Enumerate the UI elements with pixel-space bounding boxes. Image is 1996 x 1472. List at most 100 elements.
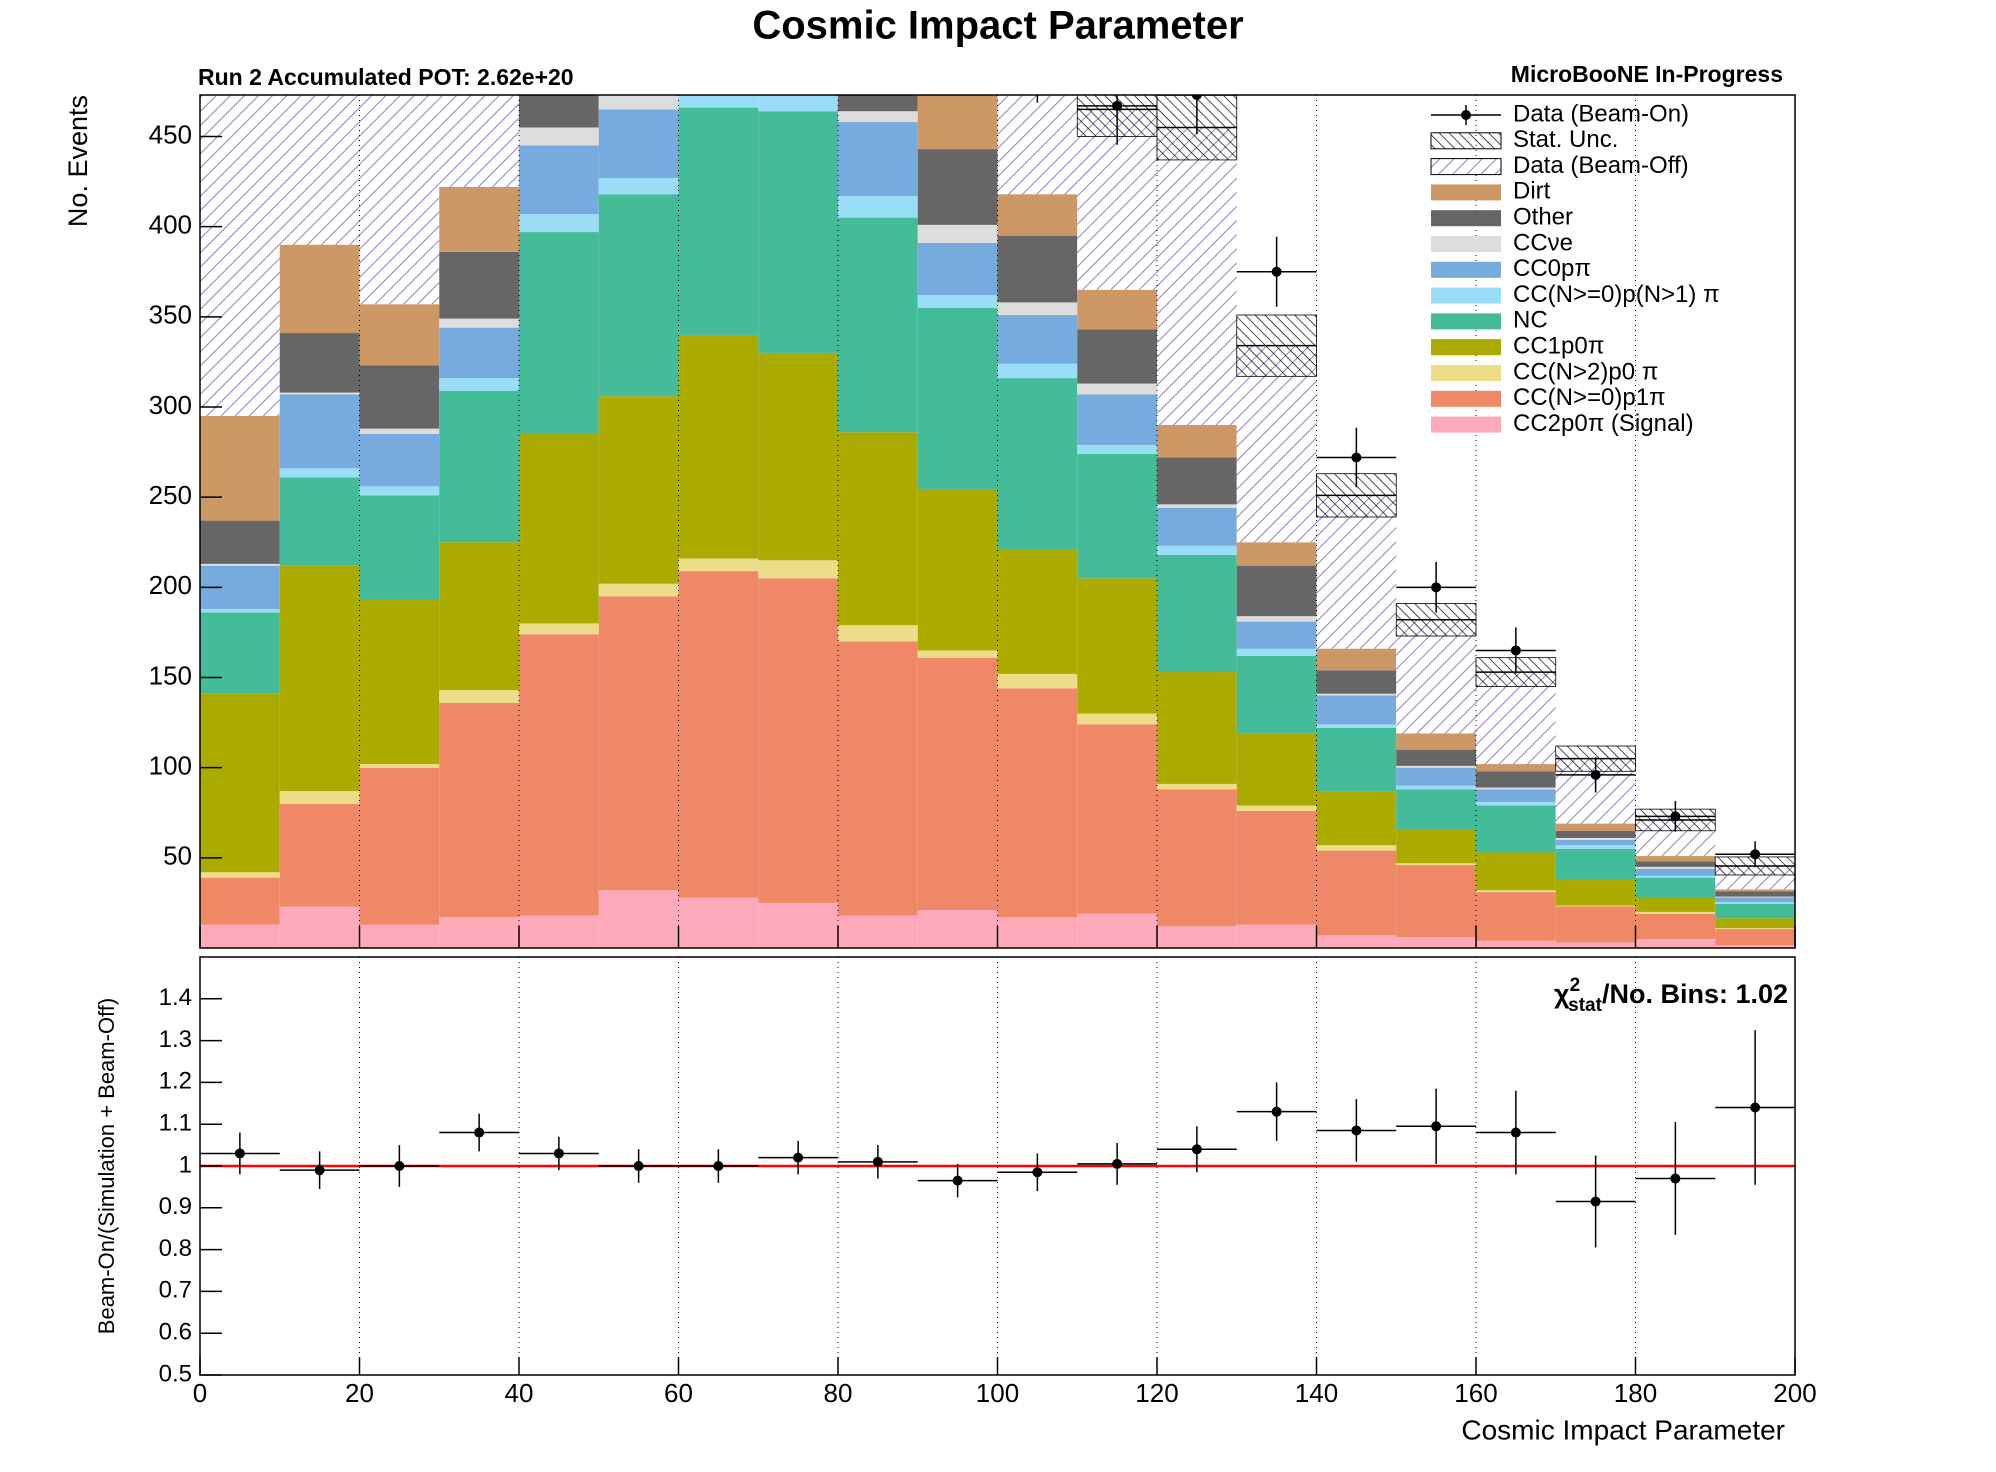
bar-segment (1077, 444, 1157, 454)
chi2-text: /No. Bins: 1.02 (1602, 979, 1788, 1009)
bar-segment (1157, 672, 1237, 784)
legend-label: Other (1513, 204, 1573, 231)
bar-segment (359, 764, 440, 768)
y-tick-label: 0.6 (159, 1319, 192, 1346)
bar-segment (997, 95, 1078, 195)
y-tick-label: 350 (149, 300, 192, 330)
bar-segment (997, 549, 1078, 674)
data-point (1750, 1102, 1761, 1113)
bar-segment (1396, 749, 1476, 766)
bar-segment (1715, 896, 1795, 898)
bar-segment (917, 242, 998, 296)
legend-swatch (1431, 416, 1501, 433)
bar-segment (1635, 866, 1716, 869)
bar-segment (1077, 383, 1157, 395)
bar-segment (997, 688, 1078, 918)
bar-segment (1316, 693, 1397, 696)
bar-segment (758, 560, 838, 579)
legend-label: CC(N>2)p0 π (1513, 358, 1658, 385)
bar-segment (1316, 850, 1397, 936)
x-tick-label: 20 (345, 1378, 374, 1408)
bar-segment (838, 122, 918, 196)
bar-segment (1157, 457, 1237, 505)
data-point (793, 1152, 804, 1163)
bar-segment (1077, 453, 1157, 579)
bar-segment (1555, 905, 1636, 907)
bar-segment (359, 767, 440, 925)
data-point (1191, 1144, 1202, 1155)
bar-segment (917, 224, 998, 243)
bar-segment (1157, 507, 1237, 546)
bar-segment (997, 315, 1078, 364)
bar-segment (838, 432, 918, 626)
bar-segment (758, 111, 838, 353)
bar-segment (1236, 810, 1317, 925)
bar-segment (1635, 861, 1716, 867)
y-tick-label: 0.9 (159, 1193, 192, 1220)
y-tick-label: 100 (149, 751, 192, 781)
bar-segment (1715, 929, 1795, 946)
bar-segment (997, 673, 1078, 689)
bar-segment (917, 149, 998, 225)
bar-segment (439, 186, 519, 252)
bar-segment (1236, 805, 1317, 811)
legend-swatch (1431, 210, 1501, 227)
bar-segment (1715, 945, 1795, 948)
data-point (1271, 266, 1282, 277)
bar-segment (200, 924, 280, 948)
legend-swatch (1431, 236, 1501, 252)
data-point (1750, 849, 1761, 860)
bar-segment (1077, 394, 1157, 445)
x-tick-label: 200 (1773, 1378, 1816, 1408)
bar-segment (917, 650, 998, 658)
bar-segment (1236, 542, 1317, 566)
bar-segment (1316, 695, 1397, 725)
bar-segment (997, 917, 1078, 948)
legend-swatch (1431, 365, 1501, 381)
bar-segment (359, 304, 440, 366)
bar-segment (279, 333, 360, 393)
bar-segment (598, 890, 679, 948)
y-tick-label: 1.4 (159, 984, 192, 1011)
data-point (234, 1148, 245, 1159)
bar-segment (1077, 329, 1157, 384)
bar-segment (1396, 789, 1476, 829)
bar-segment (279, 477, 360, 566)
bar-segment (1476, 789, 1556, 802)
y-tick-label: 400 (149, 210, 192, 240)
bar-segment (1396, 733, 1476, 750)
y-tick-label: 300 (149, 390, 192, 420)
bar-segment (1077, 724, 1157, 914)
bar-segment (1715, 902, 1795, 904)
subtitle-left: Run 2 Accumulated POT: 2.62e+20 (198, 64, 574, 90)
bar-segment (1715, 897, 1795, 903)
data-point (713, 1161, 724, 1171)
bar-segment (519, 232, 599, 435)
bar-segment (678, 107, 759, 335)
bar-segment (1555, 848, 1636, 880)
bar-segment (1715, 918, 1795, 929)
chi2-sub: stat (1568, 995, 1602, 1016)
bar-segment (1555, 845, 1636, 849)
bar-segment (359, 365, 440, 429)
bar-segment (200, 95, 280, 417)
bar-segment (1555, 837, 1636, 840)
y-tick-label: 450 (149, 119, 192, 149)
legend-label: CC(N>=0)p1π (1513, 384, 1666, 411)
stat-unc (1236, 314, 1317, 377)
bar-segment (758, 352, 838, 561)
bar-segment (1396, 863, 1476, 866)
bar-segment (1555, 879, 1636, 906)
bar-segment (359, 495, 440, 600)
upper-plot (200, 95, 1795, 948)
y-tick-label: 200 (149, 570, 192, 600)
bar-segment (917, 307, 998, 490)
x-tick-label: 80 (824, 1378, 853, 1408)
bar-segment (1316, 791, 1397, 846)
legend-swatch (1431, 261, 1501, 278)
bar-segment (1555, 906, 1636, 943)
bar-segment (1396, 619, 1476, 734)
bar-segment (1157, 789, 1237, 927)
bar-segment (1077, 578, 1157, 714)
bar-segment (279, 394, 360, 469)
